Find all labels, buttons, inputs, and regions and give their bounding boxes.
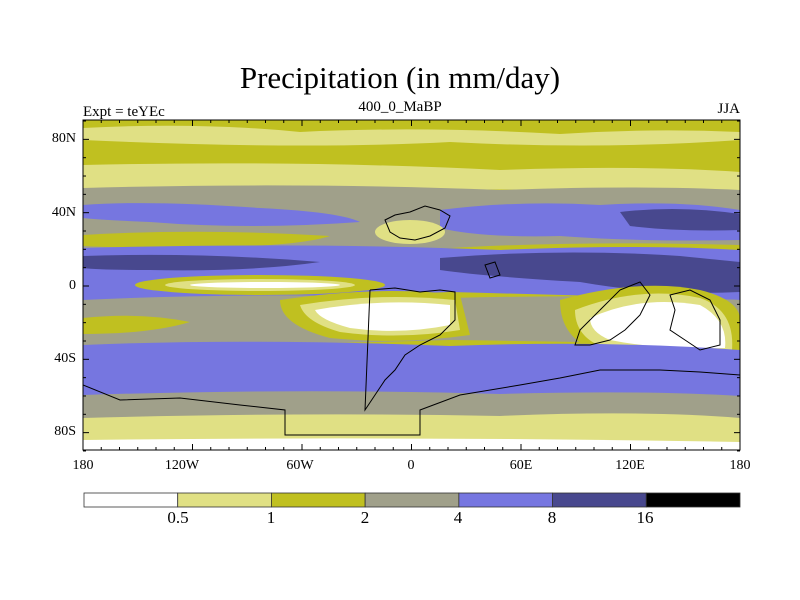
coastlines [83,205,740,436]
map-field [83,120,740,450]
colorbar-swatch [83,492,179,508]
colorbar-label: 2 [360,508,370,527]
lat-label-40n: 40N [51,205,76,220]
lon-label-120w: 120W [164,458,200,473]
colorbar-label: 8 [547,508,557,527]
lon-label-60e: 60E [509,458,533,473]
colorbar-swatch [458,492,553,508]
period-label: 400_0_MaBP [358,99,442,115]
lat-label-80n: 80N [51,131,76,146]
colorbar-swatch [645,492,741,508]
lon-label-180w: 180 [72,458,94,473]
lat-label-40s: 40S [54,351,76,366]
colorbar-swatch [271,492,366,508]
plot-title: Precipitation (in mm/day) [239,60,561,95]
lon-label-120e: 120E [615,458,645,473]
colorbar [83,492,741,508]
lat-label-eq: 0 [69,278,76,293]
season-label: JJA [717,101,740,117]
lon-label-60w: 60W [286,458,314,473]
lon-label-180e: 180 [729,458,751,473]
colorbar-label: 4 [453,508,463,527]
colorbar-label: 0.5 [167,508,189,527]
lat-label-80s: 80S [54,424,76,439]
axis-ticks [82,120,741,452]
lon-label-0: 0 [407,458,415,473]
colorbar-swatch [177,492,272,508]
colorbar-swatch [552,492,647,508]
colorbar-label: 1 [266,508,276,527]
colorbar-swatch [364,492,460,508]
colorbar-label: 16 [636,508,654,527]
experiment-label: Expt = teYEc [83,104,165,120]
